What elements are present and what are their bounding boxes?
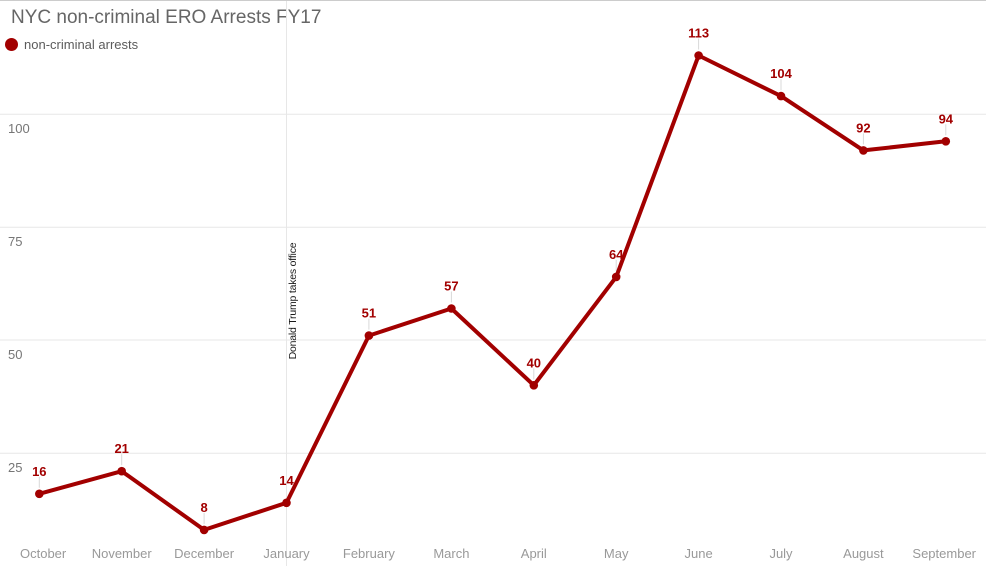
svg-text:21: 21 — [114, 441, 128, 456]
svg-text:Donald Trump takes office: Donald Trump takes office — [287, 242, 299, 359]
svg-text:64: 64 — [609, 247, 624, 262]
svg-text:8: 8 — [200, 500, 207, 515]
svg-text:February: February — [343, 546, 396, 561]
svg-text:July: July — [769, 546, 793, 561]
svg-text:January: January — [263, 546, 310, 561]
svg-text:100: 100 — [8, 121, 30, 136]
svg-text:June: June — [684, 546, 712, 561]
svg-text:March: March — [433, 546, 469, 561]
svg-text:14: 14 — [279, 473, 294, 488]
svg-text:October: October — [20, 546, 67, 561]
svg-text:25: 25 — [8, 460, 22, 475]
svg-text:57: 57 — [444, 279, 458, 294]
svg-text:92: 92 — [856, 120, 870, 135]
svg-text:94: 94 — [939, 111, 954, 126]
svg-text:May: May — [604, 546, 629, 561]
svg-text:December: December — [174, 546, 235, 561]
svg-text:75: 75 — [8, 234, 22, 249]
svg-text:November: November — [92, 546, 153, 561]
svg-text:16: 16 — [32, 464, 46, 479]
svg-text:51: 51 — [362, 306, 376, 321]
svg-text:104: 104 — [770, 66, 792, 81]
svg-text:August: August — [843, 546, 884, 561]
svg-text:40: 40 — [527, 355, 541, 370]
svg-text:50: 50 — [8, 347, 22, 362]
svg-text:September: September — [912, 546, 976, 561]
svg-text:April: April — [521, 546, 547, 561]
svg-text:113: 113 — [688, 26, 709, 41]
